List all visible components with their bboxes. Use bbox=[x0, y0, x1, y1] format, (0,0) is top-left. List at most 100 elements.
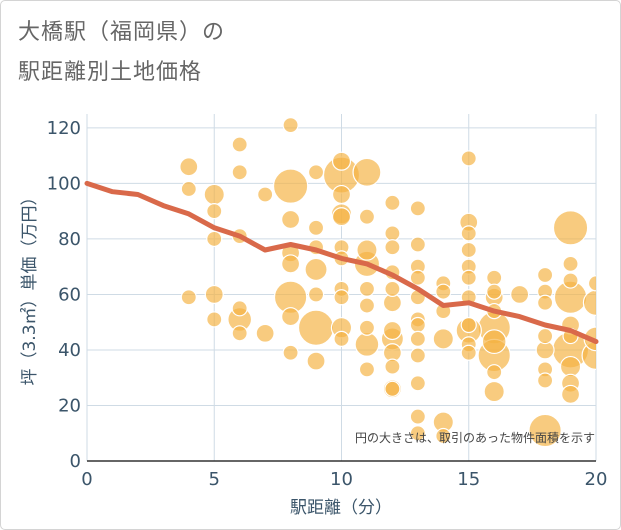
bubble-point bbox=[203, 183, 225, 206]
bubble-point bbox=[297, 309, 335, 346]
chart-title-line-2: 駅距離別土地価格 bbox=[18, 60, 203, 85]
y-tick-label: 80 bbox=[58, 229, 81, 250]
bubble-point bbox=[435, 427, 452, 445]
y-tick-label: 20 bbox=[58, 395, 81, 416]
bubble-point bbox=[206, 230, 223, 248]
bubble-point bbox=[231, 164, 248, 181]
bubble-point bbox=[307, 286, 325, 303]
bubble-point bbox=[358, 319, 376, 336]
bubble-point bbox=[382, 320, 402, 341]
bubble-point bbox=[255, 323, 275, 343]
x-tick-label: 5 bbox=[209, 469, 220, 490]
bubble-point bbox=[231, 325, 248, 342]
x-tick-label: 20 bbox=[585, 469, 608, 490]
bubble-point bbox=[409, 236, 426, 253]
bubble-point bbox=[409, 269, 426, 286]
bubble-point bbox=[528, 413, 562, 448]
bubble-point bbox=[384, 280, 401, 297]
y-tick-label: 40 bbox=[58, 340, 81, 361]
bubble-point bbox=[409, 347, 426, 364]
bubble-size-note: 円の大きさは、取引のあった物件面積を示す bbox=[355, 430, 595, 445]
bubble-point bbox=[409, 200, 426, 217]
bubble-point bbox=[486, 364, 503, 381]
bubble-point bbox=[559, 355, 582, 378]
bubble-point bbox=[561, 384, 581, 404]
y-tick-label: 60 bbox=[58, 284, 81, 305]
y-axis-label: 坪（3.3㎡）単価（万円） bbox=[20, 188, 40, 385]
bubble-point bbox=[204, 284, 224, 304]
bubble-point bbox=[358, 297, 376, 314]
bubble-point bbox=[510, 284, 530, 304]
bubble-point bbox=[409, 316, 426, 334]
trend-line bbox=[84, 180, 599, 345]
bubble-point bbox=[536, 372, 554, 389]
bubble-point bbox=[179, 157, 199, 177]
trend-layer bbox=[84, 180, 599, 345]
bubble-series bbox=[179, 117, 596, 448]
bubble-point bbox=[333, 330, 350, 347]
bubble-point bbox=[331, 151, 352, 171]
bubble-point bbox=[384, 194, 401, 211]
bubble-point bbox=[281, 209, 301, 230]
bubble-point bbox=[257, 186, 274, 203]
bubble-point bbox=[358, 208, 376, 225]
bubble-point bbox=[304, 257, 328, 282]
bubble-point bbox=[358, 361, 376, 378]
bubble-point bbox=[282, 117, 299, 134]
bubble-point bbox=[282, 344, 299, 361]
bubble-point bbox=[582, 289, 596, 316]
bubble-point bbox=[432, 328, 454, 350]
bubble-point bbox=[358, 280, 376, 297]
bubble-point bbox=[333, 289, 350, 306]
y-tick-label: 100 bbox=[47, 173, 81, 194]
bubble-point bbox=[435, 283, 452, 300]
bubble-point bbox=[481, 329, 507, 355]
bubble-point bbox=[460, 269, 477, 286]
bubble-point bbox=[409, 330, 426, 347]
bubble-point bbox=[272, 168, 309, 204]
bubble-point bbox=[180, 289, 197, 306]
bubble-point bbox=[384, 380, 401, 397]
chart-title-line-1: 大橋駅（福岡県）の bbox=[18, 20, 226, 45]
bubble-point bbox=[384, 239, 401, 256]
bubble-point bbox=[460, 241, 477, 259]
bubble-point bbox=[562, 272, 579, 289]
y-tick-label: 0 bbox=[70, 451, 81, 472]
bubble-point bbox=[486, 269, 503, 286]
bubble-point bbox=[307, 219, 325, 236]
x-axis-label: 駅距離（分） bbox=[290, 498, 392, 518]
bubble-point bbox=[352, 157, 382, 187]
bubble-point bbox=[460, 150, 477, 167]
bubble-point bbox=[331, 184, 352, 205]
bubble-point bbox=[486, 283, 503, 300]
bubble-point bbox=[281, 307, 301, 327]
bubble-point bbox=[281, 254, 301, 274]
bubble-point bbox=[306, 351, 326, 371]
bubble-point bbox=[206, 203, 223, 220]
bubble-point bbox=[180, 180, 197, 198]
bubble-point bbox=[231, 136, 248, 153]
bubble-point bbox=[587, 275, 596, 292]
bubble-point bbox=[356, 239, 378, 261]
bubble-point bbox=[552, 210, 589, 246]
bubble-point bbox=[409, 375, 426, 392]
bubble-point bbox=[384, 225, 401, 242]
bubble-point bbox=[384, 358, 401, 375]
x-tick-label: 0 bbox=[81, 469, 92, 490]
bubble-point bbox=[562, 255, 579, 273]
bubble-point bbox=[409, 408, 426, 425]
y-tick-label: 120 bbox=[47, 118, 81, 139]
bubble-point bbox=[354, 331, 380, 357]
bubble-point bbox=[460, 344, 477, 361]
bubble-point bbox=[536, 266, 554, 284]
x-tick-label: 10 bbox=[330, 469, 353, 490]
bubble-point bbox=[536, 294, 554, 311]
x-tick-label: 15 bbox=[457, 469, 480, 490]
bubble-point bbox=[536, 327, 554, 345]
bubble-point bbox=[409, 425, 426, 442]
bubble-point bbox=[307, 164, 325, 181]
bubble-point bbox=[231, 300, 248, 317]
bubble-point bbox=[331, 207, 352, 227]
bubble-point bbox=[460, 225, 477, 242]
